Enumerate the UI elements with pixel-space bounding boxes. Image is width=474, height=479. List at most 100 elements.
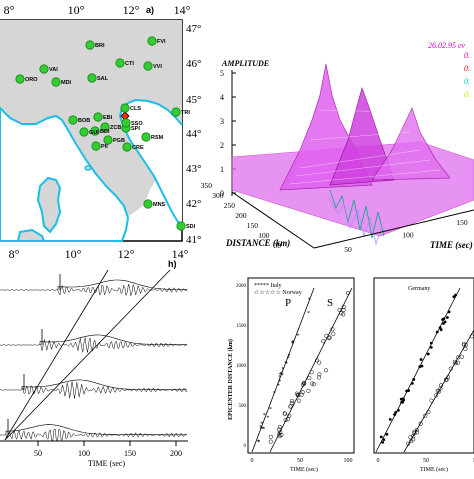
panel-a-map: 8° 10° 12° 14° a) 47° 46° 45° 44° 43° 42… bbox=[0, 3, 201, 261]
tt-y-tick-label: 2000 bbox=[236, 284, 247, 289]
panel-italy-norway: ***** Italy ☆☆☆☆☆ Norway EPICENTER DISTA… bbox=[227, 278, 354, 473]
germany-title: Germany bbox=[408, 286, 430, 292]
tt-y-tick-label: 0 bbox=[244, 444, 247, 449]
station-label: CTI bbox=[125, 61, 134, 67]
station-marker-icon bbox=[16, 75, 24, 83]
data-point-open bbox=[430, 399, 434, 403]
seismogram-envelope bbox=[6, 425, 186, 435]
data-point-open bbox=[297, 399, 301, 403]
data-point-open bbox=[460, 355, 464, 359]
z-tick-label: 4 bbox=[220, 93, 224, 102]
data-point-star: * bbox=[297, 334, 300, 340]
station-label: TRI bbox=[181, 110, 190, 116]
time-tick-label: 100 bbox=[402, 231, 414, 240]
time-tick-label: 50 bbox=[344, 245, 352, 254]
data-point-star: * bbox=[287, 354, 290, 360]
station-fvi: FVI bbox=[148, 37, 166, 45]
data-point-star: * bbox=[279, 372, 282, 378]
time-tick-label: 200 bbox=[170, 449, 182, 458]
seismogram-xlabel: TIME (sec) bbox=[88, 459, 125, 468]
data-point-open bbox=[269, 435, 273, 439]
lat-tick-43: 43° bbox=[186, 163, 201, 175]
data-point-filled bbox=[394, 411, 397, 414]
data-point-open bbox=[321, 339, 325, 343]
data-point-open bbox=[307, 389, 311, 393]
z-tick-label: 5 bbox=[220, 69, 224, 78]
station-label: PII bbox=[101, 144, 108, 150]
tt-y-tick-label: 500 bbox=[239, 404, 247, 409]
station-marker-icon bbox=[40, 65, 48, 73]
lat-tick-44: 44° bbox=[186, 128, 201, 140]
station-marker-icon bbox=[69, 116, 77, 124]
data-point-filled bbox=[386, 433, 389, 436]
station-bri: BRI bbox=[86, 41, 105, 49]
lat-tick-46: 46° bbox=[186, 58, 201, 70]
tt-ylabel: EPICENTER DISTANCE (km) bbox=[227, 339, 234, 420]
data-point-filled bbox=[397, 409, 400, 412]
station-marker-icon bbox=[142, 133, 150, 141]
tt-x-tick-label: 100 bbox=[344, 458, 353, 464]
station-label: BOB bbox=[78, 118, 90, 124]
station-marker-icon bbox=[144, 62, 152, 70]
data-point-filled bbox=[430, 342, 433, 345]
station-label: EBI bbox=[103, 115, 113, 121]
station-marker-icon bbox=[122, 119, 130, 127]
time-tick-label: 150 bbox=[456, 218, 468, 227]
lat-tick-45: 45° bbox=[186, 94, 201, 106]
station-label: VAI bbox=[49, 67, 58, 73]
event-date: 26.02.95 ev bbox=[428, 41, 466, 50]
moveout-line-s bbox=[5, 270, 170, 440]
station-label: PGB bbox=[113, 138, 125, 144]
data-point-filled bbox=[452, 295, 455, 298]
data-point-open bbox=[310, 371, 314, 375]
data-point-star: * bbox=[307, 311, 310, 317]
station-label: MDI bbox=[61, 80, 72, 86]
data-point-open bbox=[308, 376, 312, 380]
station-cre: CRE bbox=[123, 143, 144, 151]
station-label: SDI bbox=[186, 224, 196, 230]
station-label: CRE bbox=[132, 145, 144, 151]
station-label: FVI bbox=[157, 39, 166, 45]
data-point-open bbox=[269, 440, 273, 444]
lon-tick-top-12: 12° bbox=[123, 3, 140, 17]
seismogram-envelope bbox=[40, 335, 187, 345]
tt-x-tick-label: 50 bbox=[297, 458, 303, 464]
data-point-filled bbox=[441, 318, 444, 321]
moveout-line-p bbox=[5, 270, 108, 440]
station-marker-icon bbox=[123, 143, 131, 151]
station-label: ZCB bbox=[110, 125, 121, 131]
station-label: BDI bbox=[100, 129, 110, 135]
data-point-star: * bbox=[269, 407, 272, 413]
station-label: SAL bbox=[97, 76, 109, 82]
station-oro: ORO bbox=[16, 75, 38, 83]
data-point-filled bbox=[407, 389, 410, 392]
tt-label-p: P bbox=[285, 297, 291, 309]
lon-tick-top-8: 8° bbox=[4, 3, 15, 17]
data-point-filled bbox=[440, 328, 443, 331]
station-label: MNS bbox=[153, 202, 166, 208]
panel-h-label: h) bbox=[168, 259, 177, 269]
station-tri: TRI bbox=[172, 108, 191, 116]
legend-3d: 0.0.0.0. bbox=[464, 51, 470, 99]
data-point-filled bbox=[442, 322, 445, 325]
data-point-open bbox=[290, 399, 294, 403]
legend-entry: 0. bbox=[464, 51, 470, 60]
tt-x-tick-label: 0 bbox=[251, 458, 254, 464]
tt-label-s: S bbox=[327, 297, 333, 309]
lat-tick-47: 47° bbox=[186, 23, 201, 35]
station-sso: SSO bbox=[122, 119, 144, 127]
data-point-filled bbox=[381, 441, 384, 444]
lon-tick-top-10: 10° bbox=[68, 3, 85, 17]
station-pgb: PGB bbox=[104, 136, 125, 144]
time-tick-label: 150 bbox=[124, 449, 136, 458]
legend-entry: 0. bbox=[464, 64, 470, 73]
station-gui: GUI bbox=[80, 128, 99, 136]
station-cti: CTI bbox=[116, 59, 135, 67]
surface-peak-3 bbox=[372, 108, 450, 180]
data-point-filled bbox=[402, 399, 405, 402]
data-point-filled bbox=[436, 331, 439, 334]
data-point-star: * bbox=[260, 422, 263, 428]
